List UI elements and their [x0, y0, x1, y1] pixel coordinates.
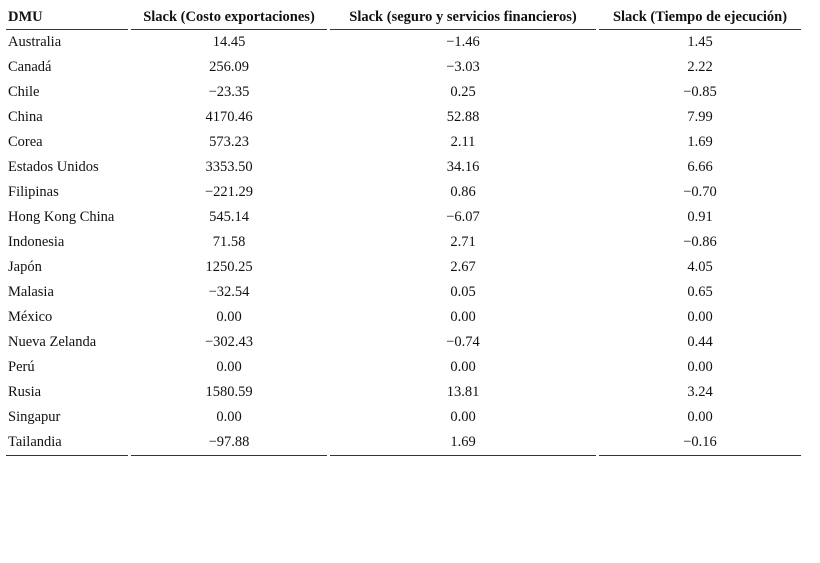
- table-cell: 3353.50: [205, 159, 253, 175]
- table-row: Singapur 0.00 0.00 0.00: [6, 405, 801, 430]
- table-cell: 2.67: [450, 259, 476, 275]
- table-row: Canadá 256.09 −3.03 2.22: [6, 55, 801, 80]
- table-row: China 4170.46 52.88 7.99: [6, 105, 801, 130]
- row-label: Nueva Zelanda: [8, 334, 97, 350]
- table-cell: 0.00: [450, 409, 476, 425]
- column-header: Slack (seguro y servicios financieros): [330, 5, 596, 30]
- table-cell: 256.09: [209, 59, 249, 75]
- table-cell: −32.54: [208, 284, 250, 300]
- table-cell: 0.44: [687, 334, 713, 350]
- column-header: DMU: [6, 5, 128, 30]
- table-cell: 71.58: [212, 234, 246, 250]
- row-label: Malasia: [8, 284, 54, 300]
- table-cell: 34.16: [446, 159, 480, 175]
- table-cell: 6.66: [687, 159, 713, 175]
- table-cell: −97.88: [131, 430, 327, 456]
- table-cell: −23.35: [208, 84, 250, 100]
- table-row: Malasia −32.54 0.05 0.65: [6, 280, 801, 305]
- row-label: Hong Kong China: [8, 209, 115, 225]
- header-row: DMU Slack (Costo exportaciones) Slack (seg…: [6, 5, 801, 30]
- table-cell: 2.71: [450, 234, 476, 250]
- row-label: Canadá: [8, 59, 52, 75]
- row-label: Japón: [8, 259, 42, 275]
- table-cell: 1.69: [687, 134, 713, 150]
- table-cell: 1250.25: [205, 259, 253, 275]
- table-cell: 0.00: [687, 409, 713, 425]
- table-cell: 0.25: [450, 84, 476, 100]
- table-cell: −0.86: [683, 234, 717, 250]
- table-cell: 1.45: [687, 34, 713, 50]
- row-label: Tailandia: [6, 430, 128, 456]
- table-cell: 4170.46: [205, 109, 253, 125]
- row-label: Chile: [8, 84, 40, 100]
- table-cell: 0.00: [450, 359, 476, 375]
- table-cell: 0.05: [450, 284, 476, 300]
- table-cell: 0.00: [450, 309, 476, 325]
- data-table: DMU Slack (Costo exportaciones) Slack (seg…: [3, 5, 804, 456]
- table-cell: −0.16: [599, 430, 801, 456]
- table-cell: −3.03: [446, 59, 480, 75]
- table-row: Hong Kong China 545.14 −6.07 0.91: [6, 205, 801, 230]
- table-row: Indonesia 71.58 2.71 −0.86: [6, 230, 801, 255]
- column-header: Slack (Costo exportaciones): [131, 5, 327, 30]
- table-cell: 545.14: [209, 209, 249, 225]
- table-cell: 52.88: [446, 109, 480, 125]
- table-cell: 0.65: [687, 284, 713, 300]
- row-label: Rusia: [8, 384, 42, 400]
- table-cell: −302.43: [204, 334, 254, 350]
- table-cell: 1.69: [330, 430, 596, 456]
- row-label: Perú: [8, 359, 35, 375]
- table-row: Corea 573.23 2.11 1.69: [6, 130, 801, 155]
- row-label: Filipinas: [8, 184, 59, 200]
- table-cell: 13.81: [446, 384, 480, 400]
- table-cell: 0.00: [216, 409, 242, 425]
- table-cell: 2.22: [687, 59, 713, 75]
- table-header: DMU Slack (Costo exportaciones) Slack (seg…: [6, 5, 801, 30]
- table-row: Estados Unidos 3353.50 34.16 6.66: [6, 155, 801, 180]
- table-row: Chile −23.35 0.25 −0.85: [6, 80, 801, 105]
- table-cell: −0.70: [683, 184, 717, 200]
- table-cell: −0.85: [683, 84, 717, 100]
- table-cell: 2.11: [450, 134, 476, 150]
- row-label: China: [8, 109, 43, 125]
- table-cell: 1580.59: [205, 384, 253, 400]
- table-cell: 0.00: [216, 309, 242, 325]
- row-label: Indonesia: [8, 234, 65, 250]
- table-row: Rusia 1580.59 13.81 3.24: [6, 380, 801, 405]
- row-label: Australia: [8, 34, 62, 50]
- row-label: Corea: [8, 134, 43, 150]
- table-row: Nueva Zelanda −302.43 −0.74 0.44: [6, 330, 801, 355]
- table-cell: 573.23: [209, 134, 249, 150]
- table-cell: 0.00: [216, 359, 242, 375]
- table-row: Japón 1250.25 2.67 4.05: [6, 255, 801, 280]
- table-cell: −1.46: [446, 34, 480, 50]
- row-label: México: [8, 309, 53, 325]
- table-row: Australia 14.45 −1.46 1.45: [6, 30, 801, 55]
- table-cell: 14.45: [212, 34, 246, 50]
- row-label: Singapur: [8, 409, 61, 425]
- table-row: Tailandia −97.88 1.69 −0.16: [6, 430, 801, 456]
- table-cell: 7.99: [687, 109, 713, 125]
- table-row: Perú 0.00 0.00 0.00: [6, 355, 801, 380]
- table-body: Australia 14.45 −1.46 1.45 Canadá 256.09 −3.03…: [6, 30, 801, 456]
- table-cell: 0.86: [450, 184, 476, 200]
- table-row: México 0.00 0.00 0.00: [6, 305, 801, 330]
- column-header: Slack (Tiempo de ejecución): [599, 5, 801, 30]
- table-row: Filipinas −221.29 0.86 −0.70: [6, 180, 801, 205]
- table-cell: 3.24: [687, 384, 713, 400]
- row-label: Estados Unidos: [8, 159, 99, 175]
- table-cell: 0.00: [687, 359, 713, 375]
- table-cell: 0.00: [687, 309, 713, 325]
- table-cell: −6.07: [446, 209, 480, 225]
- table-cell: 0.91: [687, 209, 713, 225]
- table-cell: −0.74: [446, 334, 480, 350]
- table-cell: −221.29: [204, 184, 254, 200]
- table-cell: 4.05: [687, 259, 713, 275]
